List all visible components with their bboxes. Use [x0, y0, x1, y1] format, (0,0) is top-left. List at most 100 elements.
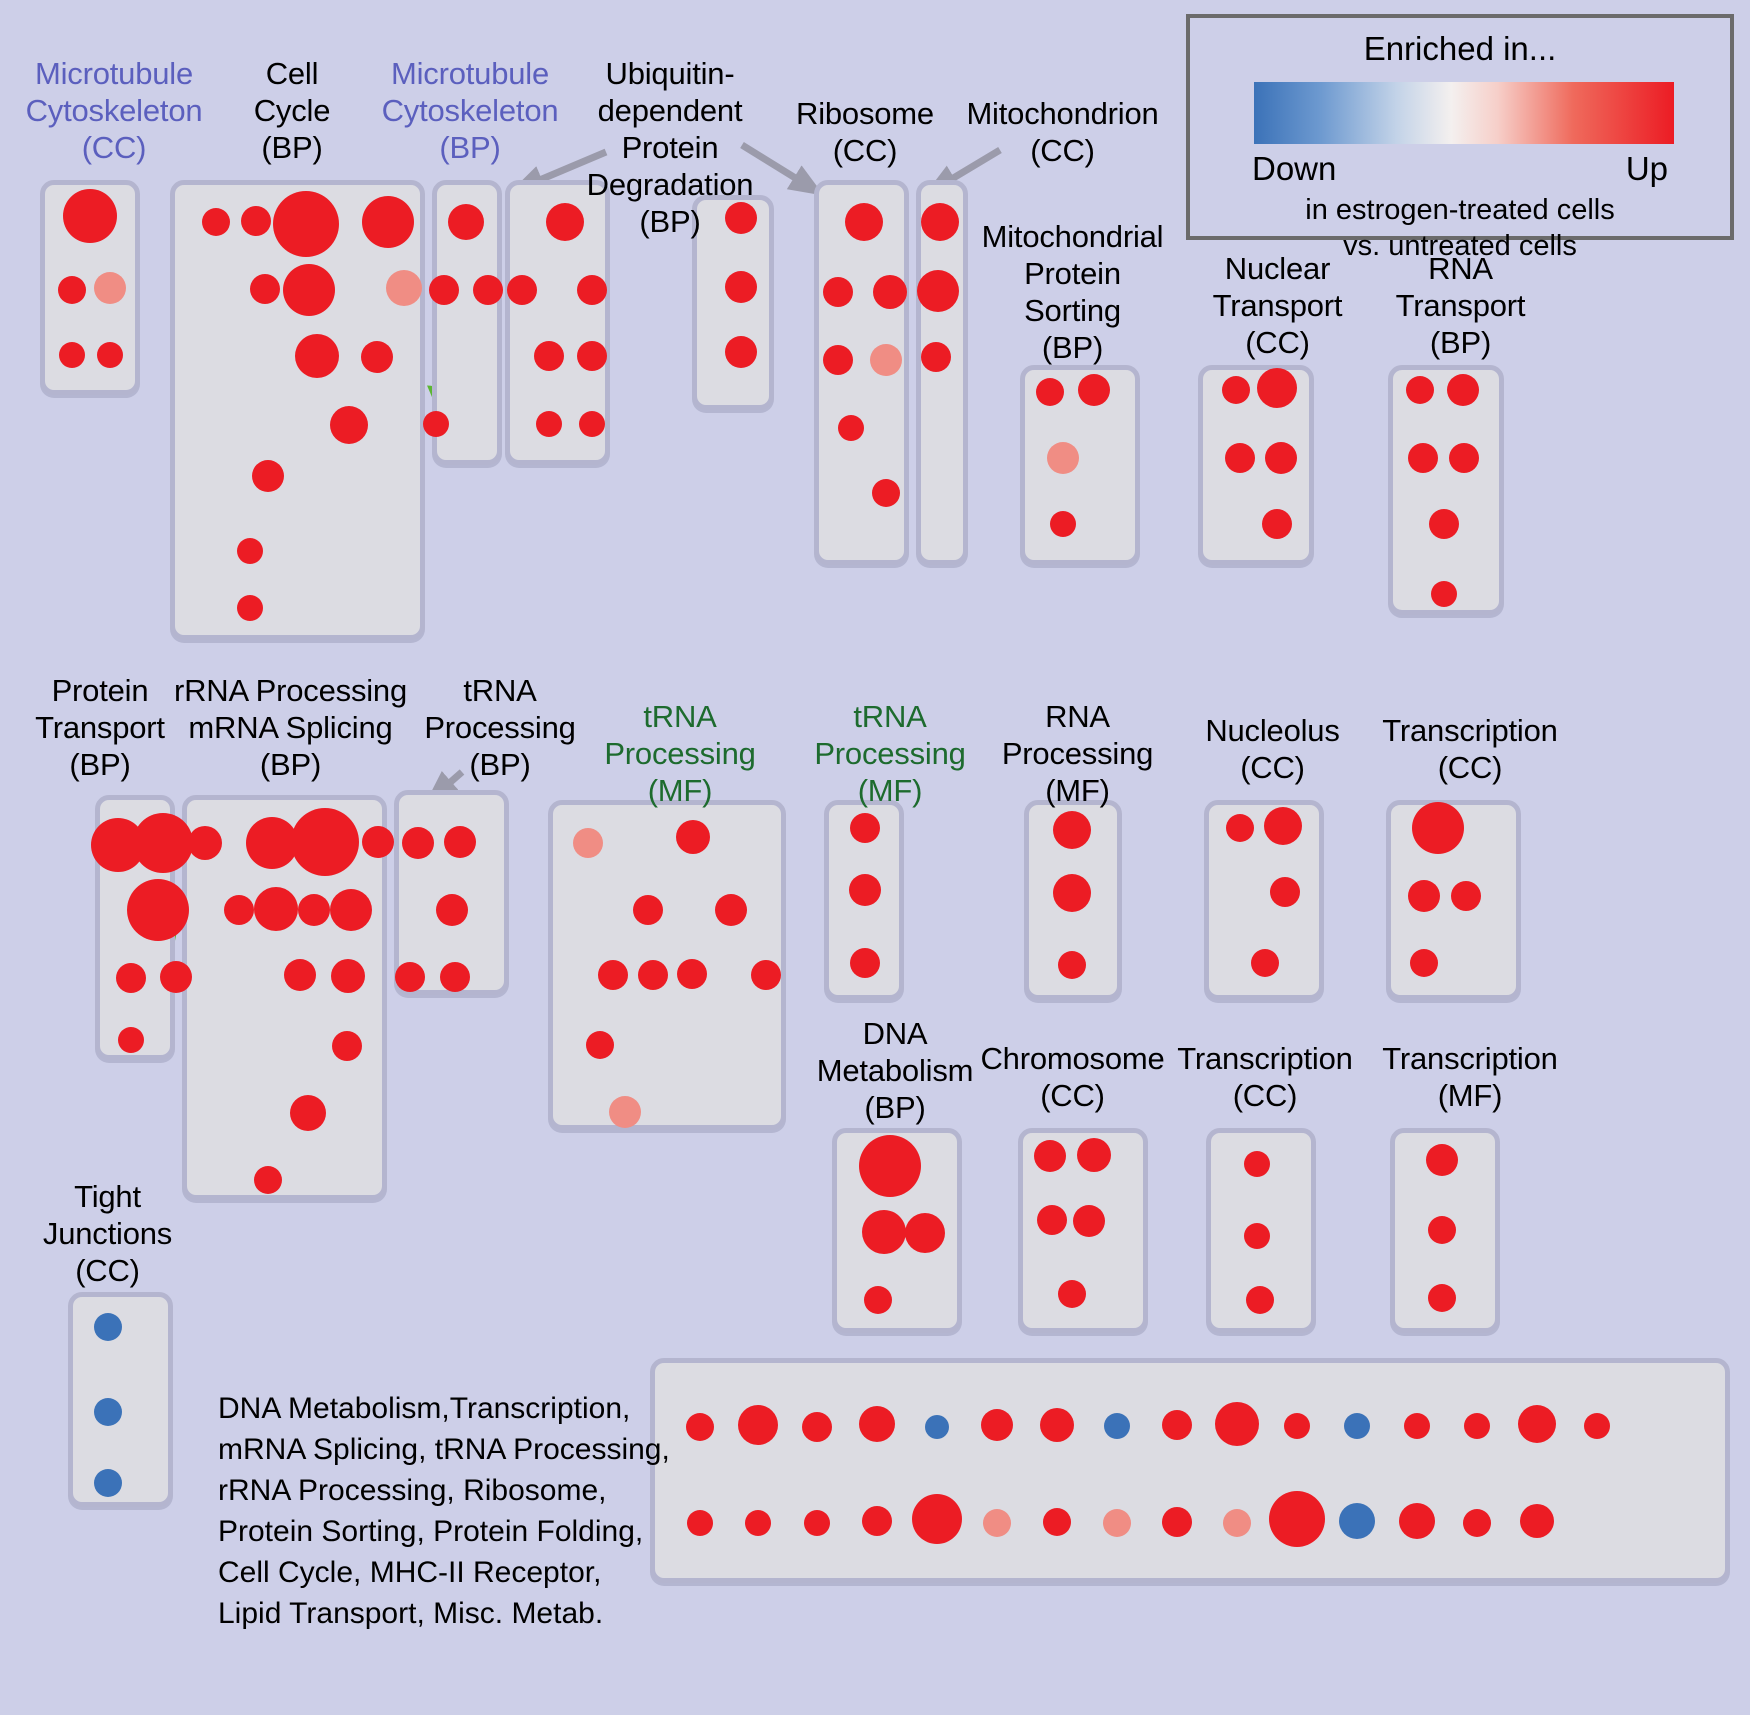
node-trna-processing-mf-2-1[interactable] — [849, 874, 881, 906]
node-trna-processing-mf-1-9[interactable] — [609, 1096, 641, 1128]
node-cell-cycle-bp-0[interactable] — [202, 208, 230, 236]
node-misc-cluster-22[interactable] — [1043, 1508, 1071, 1536]
node-transcription-cc-bottom-2[interactable] — [1246, 1286, 1274, 1314]
node-chromosome-cc-4[interactable] — [1058, 1280, 1086, 1308]
node-misc-cluster-16[interactable] — [687, 1510, 713, 1536]
node-dna-metabolism-bp-1[interactable] — [862, 1210, 906, 1254]
node-rna-processing-mf-1[interactable] — [1053, 874, 1091, 912]
cluster-box-rna-transport-bp[interactable] — [1388, 365, 1504, 615]
node-rrna-processing-mrna-splicing-bp-3[interactable] — [362, 826, 394, 858]
node-trna-processing-mf-1-5[interactable] — [638, 960, 668, 990]
node-misc-cluster-7[interactable] — [1104, 1413, 1130, 1439]
node-trna-processing-bp-1[interactable] — [444, 826, 476, 858]
node-misc-cluster-20[interactable] — [912, 1494, 962, 1544]
node-nuclear-transport-cc-4[interactable] — [1262, 509, 1292, 539]
node-microtubule-cytoskeleton-bp-2[interactable] — [473, 275, 503, 305]
node-rna-transport-bp-2[interactable] — [1408, 443, 1438, 473]
node-microtubule-cytoskeleton-cc-4[interactable] — [97, 342, 123, 368]
node-misc-cluster-21[interactable] — [983, 1509, 1011, 1537]
node-rna-processing-mf-0[interactable] — [1053, 811, 1091, 849]
node-nuclear-transport-cc-3[interactable] — [1265, 442, 1297, 474]
node-ubiquitin-dependent-protein-degradation-bp-left-4[interactable] — [577, 341, 607, 371]
node-misc-cluster-1[interactable] — [738, 1405, 778, 1445]
cluster-box-cell-cycle-bp[interactable] — [170, 180, 425, 640]
node-cell-cycle-bp-6[interactable] — [386, 270, 422, 306]
node-trna-processing-mf-1-0[interactable] — [573, 828, 603, 858]
node-rrna-processing-mrna-splicing-bp-7[interactable] — [330, 889, 372, 931]
node-rna-transport-bp-0[interactable] — [1406, 376, 1434, 404]
node-misc-cluster-4[interactable] — [925, 1415, 949, 1439]
node-misc-cluster-2[interactable] — [802, 1412, 832, 1442]
node-ribosome-cc-5[interactable] — [838, 415, 864, 441]
cluster-box-nucleolus-cc[interactable] — [1204, 800, 1324, 1000]
node-nucleolus-cc-1[interactable] — [1264, 807, 1302, 845]
node-misc-cluster-9[interactable] — [1215, 1402, 1259, 1446]
node-ubiquitin-dependent-protein-degradation-bp-left-5[interactable] — [536, 411, 562, 437]
node-misc-cluster-13[interactable] — [1464, 1413, 1490, 1439]
node-rrna-processing-mrna-splicing-bp-4[interactable] — [224, 895, 254, 925]
node-cell-cycle-bp-9[interactable] — [330, 406, 368, 444]
node-rrna-processing-mrna-splicing-bp-5[interactable] — [254, 887, 298, 931]
node-mitochondrial-protein-sorting-bp-2[interactable] — [1047, 442, 1079, 474]
node-transcription-mf-1[interactable] — [1428, 1216, 1456, 1244]
node-ubiquitin-dependent-protein-degradation-bp-right-0[interactable] — [725, 202, 757, 234]
cluster-box-mitochondrial-protein-sorting-bp[interactable] — [1020, 365, 1140, 565]
node-misc-cluster-8[interactable] — [1162, 1410, 1192, 1440]
node-tight-junctions-cc-2[interactable] — [94, 1469, 122, 1497]
node-rrna-processing-mrna-splicing-bp-11[interactable] — [290, 1095, 326, 1131]
node-cell-cycle-bp-11[interactable] — [237, 538, 263, 564]
node-chromosome-cc-0[interactable] — [1034, 1140, 1066, 1172]
node-nuclear-transport-cc-0[interactable] — [1222, 376, 1250, 404]
node-trna-processing-bp-3[interactable] — [395, 962, 425, 992]
node-ribosome-cc-3[interactable] — [823, 345, 853, 375]
node-nuclear-transport-cc-2[interactable] — [1225, 443, 1255, 473]
node-misc-cluster-29[interactable] — [1463, 1509, 1491, 1537]
node-rrna-processing-mrna-splicing-bp-1[interactable] — [246, 817, 298, 869]
node-nuclear-transport-cc-1[interactable] — [1257, 368, 1297, 408]
node-nucleolus-cc-0[interactable] — [1226, 814, 1254, 842]
node-cell-cycle-bp-4[interactable] — [250, 274, 280, 304]
node-cell-cycle-bp-10[interactable] — [252, 460, 284, 492]
node-protein-transport-bp-4[interactable] — [160, 961, 192, 993]
node-transcription-cc-top-2[interactable] — [1451, 881, 1481, 911]
node-cell-cycle-bp-5[interactable] — [283, 264, 335, 316]
node-ubiquitin-dependent-protein-degradation-bp-right-2[interactable] — [725, 336, 757, 368]
node-protein-transport-bp-3[interactable] — [116, 963, 146, 993]
node-protein-transport-bp-5[interactable] — [118, 1027, 144, 1053]
node-misc-cluster-26[interactable] — [1269, 1491, 1325, 1547]
node-misc-cluster-19[interactable] — [862, 1506, 892, 1536]
node-misc-cluster-18[interactable] — [804, 1510, 830, 1536]
node-misc-cluster-12[interactable] — [1404, 1413, 1430, 1439]
node-protein-transport-bp-1[interactable] — [133, 813, 193, 873]
node-misc-cluster-10[interactable] — [1284, 1413, 1310, 1439]
node-transcription-cc-top-1[interactable] — [1408, 880, 1440, 912]
node-transcription-mf-2[interactable] — [1428, 1284, 1456, 1312]
node-ribosome-cc-1[interactable] — [823, 277, 853, 307]
node-trna-processing-mf-1-6[interactable] — [677, 959, 707, 989]
cluster-box-nuclear-transport-cc[interactable] — [1198, 365, 1314, 565]
node-mitochondrial-protein-sorting-bp-0[interactable] — [1036, 378, 1064, 406]
node-rrna-processing-mrna-splicing-bp-2[interactable] — [291, 808, 359, 876]
node-dna-metabolism-bp-0[interactable] — [859, 1135, 921, 1197]
node-chromosome-cc-1[interactable] — [1077, 1138, 1111, 1172]
node-microtubule-cytoskeleton-bp-0[interactable] — [448, 204, 484, 240]
node-rrna-processing-mrna-splicing-bp-6[interactable] — [298, 894, 330, 926]
node-misc-cluster-14[interactable] — [1518, 1405, 1556, 1443]
node-misc-cluster-0[interactable] — [686, 1413, 714, 1441]
node-ribosome-cc-0[interactable] — [845, 203, 883, 241]
node-trna-processing-mf-1-1[interactable] — [676, 820, 710, 854]
node-misc-cluster-17[interactable] — [745, 1510, 771, 1536]
node-microtubule-cytoskeleton-cc-3[interactable] — [59, 342, 85, 368]
node-protein-transport-bp-2[interactable] — [127, 879, 189, 941]
node-chromosome-cc-3[interactable] — [1073, 1205, 1105, 1237]
node-ubiquitin-dependent-protein-degradation-bp-left-6[interactable] — [579, 411, 605, 437]
node-rna-transport-bp-4[interactable] — [1429, 509, 1459, 539]
node-ribosome-cc-6[interactable] — [872, 479, 900, 507]
node-microtubule-cytoskeleton-cc-0[interactable] — [63, 189, 117, 243]
node-rna-processing-mf-2[interactable] — [1058, 951, 1086, 979]
node-ubiquitin-dependent-protein-degradation-bp-left-3[interactable] — [577, 275, 607, 305]
node-transcription-mf-0[interactable] — [1426, 1144, 1458, 1176]
node-misc-cluster-30[interactable] — [1520, 1504, 1554, 1538]
node-ubiquitin-dependent-protein-degradation-bp-left-0[interactable] — [546, 203, 584, 241]
cluster-box-tight-junctions-cc[interactable] — [68, 1292, 173, 1507]
